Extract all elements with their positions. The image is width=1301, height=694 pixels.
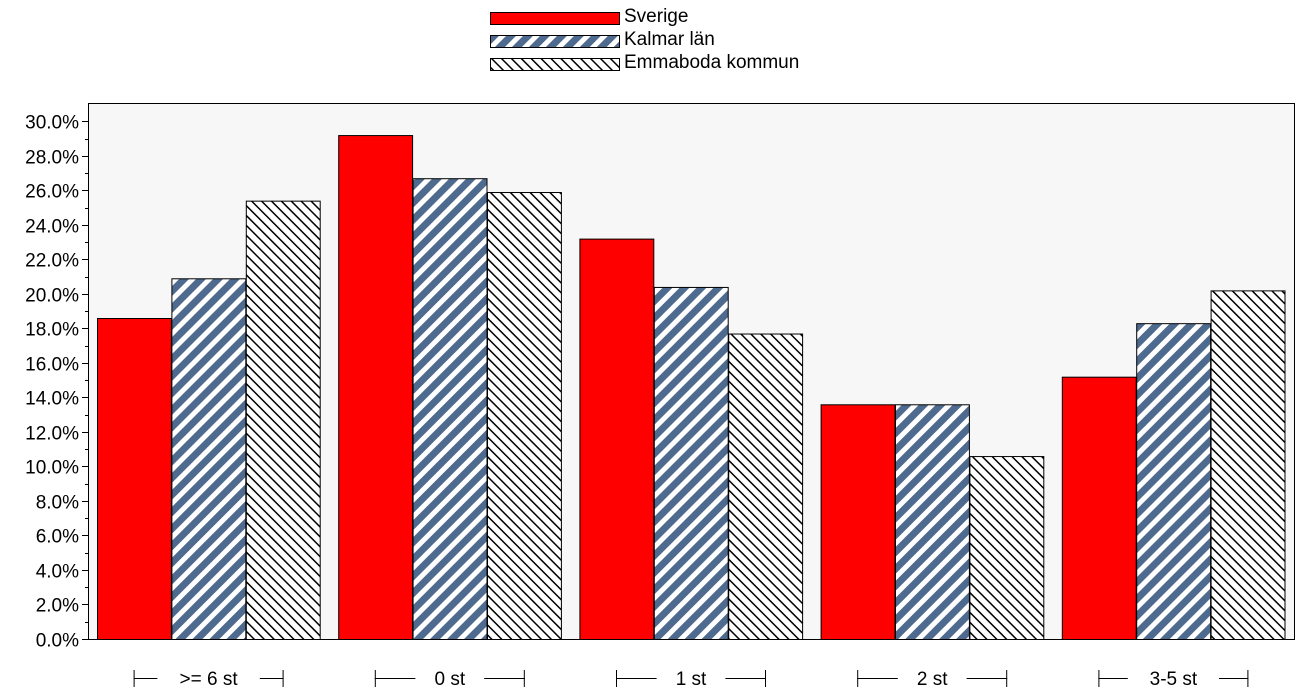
y-tick-label: 12.0% [25,424,79,445]
legend: Sverige Kalmar län Emmaboda kommun [490,6,890,75]
bar-kalmar-l-n [412,178,488,640]
bar-emmaboda-kommun [487,192,562,640]
y-tick-label: 2.0% [36,596,79,617]
bar-sverige [820,404,896,640]
legend-item-emmaboda-kommun: Emmaboda kommun [490,52,890,75]
y-tick-label: 0.0% [36,631,79,652]
x-tick-label: 0 st [434,669,465,690]
y-tick-label: 30.0% [25,113,79,134]
legend-item-sverige: Sverige [490,6,890,29]
x-tick-label: >= 6 st [180,669,239,690]
x-tick-label: 3-5 st [1150,669,1198,690]
legend-item-kalmar-lan: Kalmar län [490,29,890,52]
bar-emmaboda-kommun [245,200,321,640]
bar-kalmar-l-n [171,278,247,640]
y-tick-label: 26.0% [25,182,79,203]
bar-sverige [338,135,414,640]
y-tick-label: 14.0% [25,389,79,410]
y-tick-label: 10.0% [25,458,79,479]
x-axis: >= 6 st 0 st 1 st 2 st 3-5 st [133,669,1249,690]
bar-kalmar-l-n [653,286,729,640]
y-tick-label: 8.0% [36,493,79,514]
legend-swatch-sverige [490,12,620,25]
bar-kalmar-l-n [895,404,970,640]
legend-swatch-emmaboda-kommun [490,58,620,71]
bar-sverige [579,238,655,640]
legend-label-emmaboda-kommun: Emmaboda kommun [624,52,800,73]
y-tick-label: 20.0% [25,286,79,307]
y-tick-label: 16.0% [25,355,79,376]
y-tick-label: 28.0% [25,148,79,169]
y-tick-label: 4.0% [36,562,79,583]
bar-emmaboda-kommun [1210,290,1286,640]
y-tick-label: 18.0% [25,320,79,341]
bar-sverige [1061,376,1137,640]
y-tick-label: 24.0% [25,217,79,238]
legend-label-sverige: Sverige [624,6,689,27]
y-tick-label: 6.0% [36,527,79,548]
bar-emmaboda-kommun [969,456,1045,640]
x-tick-label: 1 st [676,669,707,690]
legend-label-kalmar-lan: Kalmar län [624,29,715,50]
bar-sverige [97,318,172,640]
y-tick-label: 22.0% [25,251,79,272]
legend-swatch-kalmar-lan [490,35,620,48]
bar-emmaboda-kommun [728,333,804,640]
x-tick-label: 2 st [917,669,948,690]
bars [97,135,1286,640]
bar-kalmar-l-n [1136,323,1212,640]
y-axis: 0.0% 2.0% 4.0% 6.0% 8.0% 10.0% 12.0% 14.0% 16.0%… [25,113,88,652]
